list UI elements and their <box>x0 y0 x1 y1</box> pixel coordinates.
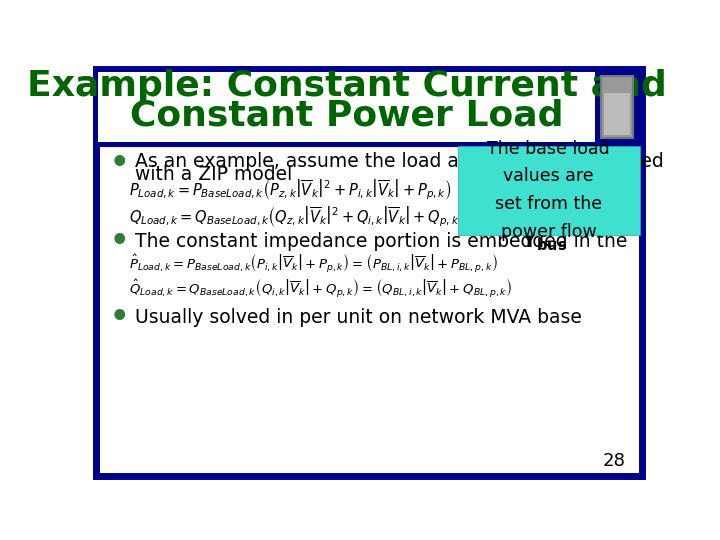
Text: •: • <box>109 149 129 178</box>
Text: $\mathbf{Y}_{\mathbf{bus}}$: $\mathbf{Y}_{\mathbf{bus}}$ <box>521 230 567 253</box>
Text: $\hat{Q}_{Load,k} = Q_{BaseLoad,k}\left(Q_{i,k}\left|\overline{V}_k\right| + Q_{: $\hat{Q}_{Load,k} = Q_{BaseLoad,k}\left(… <box>129 278 513 300</box>
Text: $\hat{P}_{Load,k} = P_{BaseLoad,k}\left(P_{i,k}\left|\overline{V}_k\right| + P_{: $\hat{P}_{Load,k} = P_{BaseLoad,k}\left(… <box>129 253 498 275</box>
Text: The constant impedance portion is embedded in the: The constant impedance portion is embedd… <box>135 232 633 252</box>
FancyBboxPatch shape <box>604 93 629 135</box>
Text: The base load
values are
set from the
power flow: The base load values are set from the po… <box>487 140 610 241</box>
Text: $P_{Load,k} = P_{BaseLoad,k}\left(P_{z,k}\left|\overline{V}_k\right|^2 + P_{i,k}: $P_{Load,k} = P_{BaseLoad,k}\left(P_{z,k… <box>129 177 451 202</box>
Text: •: • <box>109 303 129 332</box>
FancyBboxPatch shape <box>96 69 642 476</box>
Text: Constant Power Load: Constant Power Load <box>130 98 564 132</box>
Text: •: • <box>109 227 129 256</box>
Text: Example: Constant Current and: Example: Constant Current and <box>27 70 667 104</box>
FancyBboxPatch shape <box>99 72 595 141</box>
FancyBboxPatch shape <box>600 76 633 138</box>
Text: 28: 28 <box>603 452 626 470</box>
Text: Usually solved in per unit on network MVA base: Usually solved in per unit on network MV… <box>135 308 582 327</box>
Text: $Q_{Load,k} = Q_{BaseLoad,k}\left(Q_{z,k}\left|\overline{V}_k\right|^2 + Q_{i,k}: $Q_{Load,k} = Q_{BaseLoad,k}\left(Q_{z,k… <box>129 204 465 228</box>
FancyBboxPatch shape <box>96 69 642 144</box>
Text: with a ZIP model: with a ZIP model <box>135 165 292 185</box>
Text: As an example, assume the load at bus k is represented: As an example, assume the load at bus k … <box>135 152 663 171</box>
FancyBboxPatch shape <box>459 146 639 235</box>
